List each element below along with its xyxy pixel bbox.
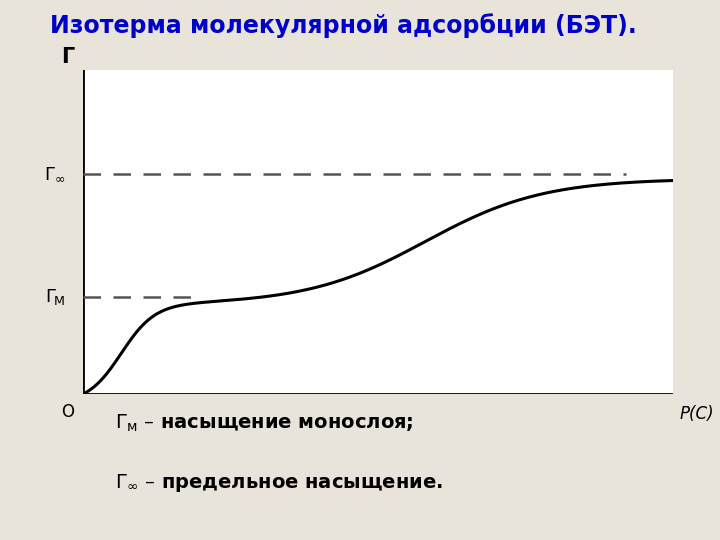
Text: $\Gamma_{\!\mathsf{M}}$: $\Gamma_{\!\mathsf{M}}$: [45, 287, 65, 307]
Text: Γ: Γ: [61, 47, 75, 68]
Text: $\Gamma_{\mathsf{м}}$ – насыщение монослоя;: $\Gamma_{\mathsf{м}}$ – насыщение моносл…: [115, 413, 414, 434]
Text: $\Gamma_{\infty}$ – предельное насыщение.: $\Gamma_{\infty}$ – предельное насыщение…: [115, 472, 443, 495]
Text: P(C): P(C): [680, 404, 714, 423]
Text: $\Gamma_{\infty}$: $\Gamma_{\infty}$: [44, 165, 65, 183]
Text: Изотерма молекулярной адсорбции (БЭТ).: Изотерма молекулярной адсорбции (БЭТ).: [50, 14, 637, 38]
Text: O: O: [61, 403, 75, 421]
